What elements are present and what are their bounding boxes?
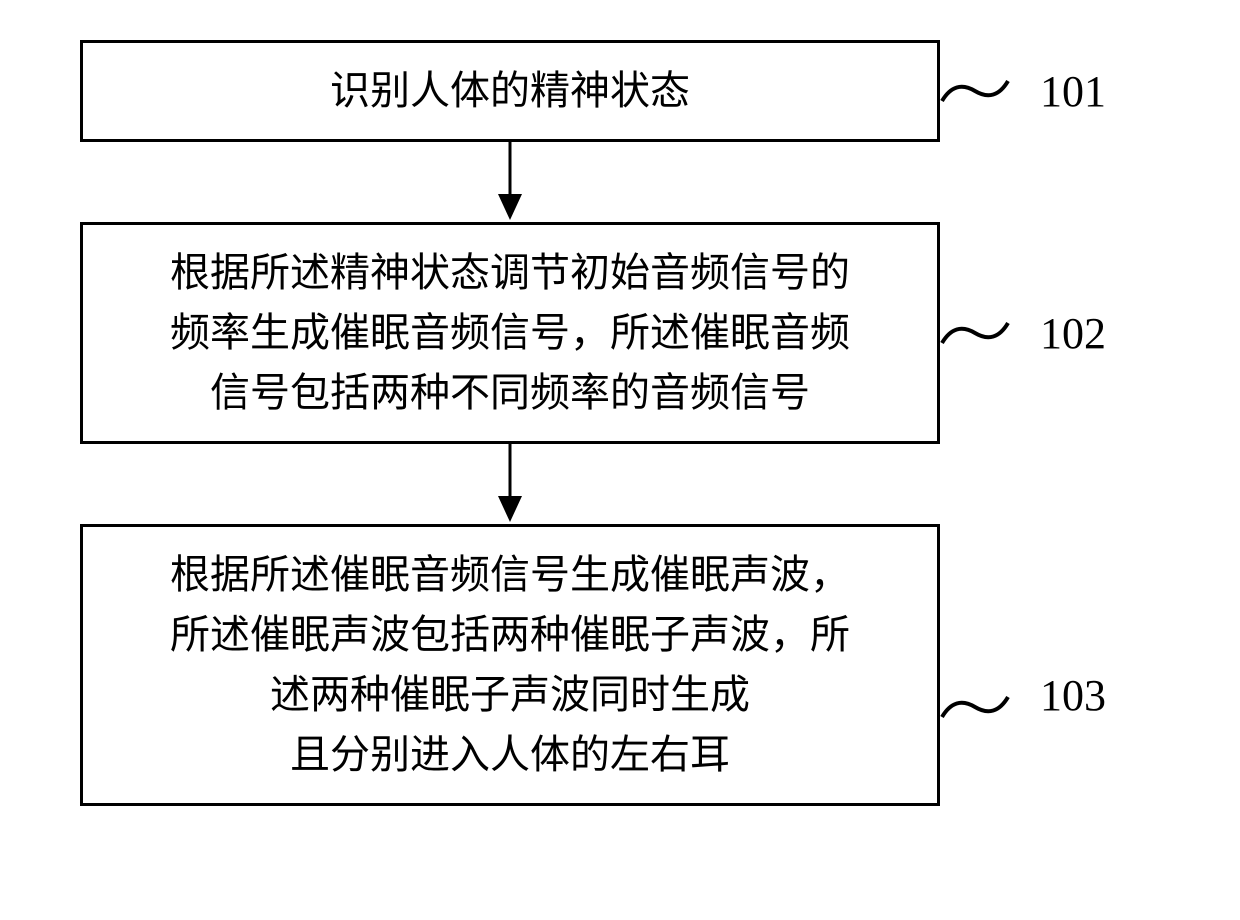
step-box-102: 根据所述精神状态调节初始音频信号的 频率生成催眠音频信号，所述催眠音频 信号包括… [80,222,940,444]
step-label-101: 101 [1040,66,1106,117]
tilde-connector-icon [940,687,1010,727]
step-label-102: 102 [1040,308,1106,359]
step-text-line: 所述催眠声波包括两种催眠子声波，所 [170,612,850,657]
step-box-103: 根据所述催眠音频信号生成催眠声波， 所述催眠声波包括两种催眠子声波，所 述两种催… [80,524,940,806]
flowchart-container: 识别人体的精神状态 101 根据所述精神状态调节初始音频信号的 频率生成催眠音频… [80,40,1180,806]
step-text-line: 且分别进入人体的左右耳 [290,732,730,777]
step-text-line: 频率生成催眠音频信号，所述催眠音频 [170,310,850,355]
arrow-connector [80,444,940,524]
down-arrow-icon [80,444,940,524]
step-label-103: 103 [1040,670,1106,721]
step-text-line: 信号包括两种不同频率的音频信号 [210,370,810,415]
tilde-connector-icon [940,313,1010,353]
down-arrow-icon [80,142,940,222]
step-text-line: 根据所述催眠音频信号生成催眠声波， [170,552,850,597]
tilde-connector-icon [940,71,1010,111]
step-text: 识别人体的精神状态 [330,68,690,113]
step-text-line: 述两种催眠子声波同时生成 [270,672,750,717]
flowchart-step-102: 根据所述精神状态调节初始音频信号的 频率生成催眠音频信号，所述催眠音频 信号包括… [80,222,1180,444]
arrow-connector [80,142,940,222]
flowchart-step-101: 识别人体的精神状态 101 [80,40,1180,142]
step-box-101: 识别人体的精神状态 [80,40,940,142]
step-text-line: 根据所述精神状态调节初始音频信号的 [170,250,850,295]
flowchart-step-103: 根据所述催眠音频信号生成催眠声波， 所述催眠声波包括两种催眠子声波，所 述两种催… [80,524,1180,806]
